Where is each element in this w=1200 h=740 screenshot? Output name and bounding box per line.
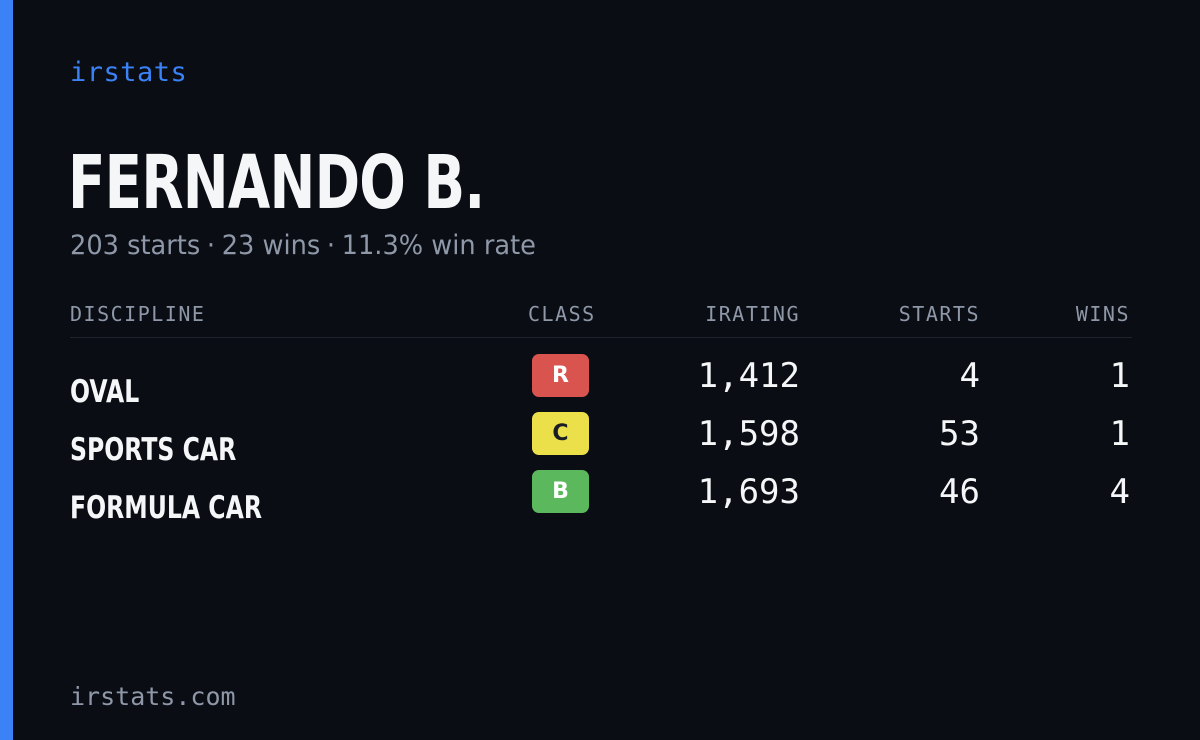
discipline-label: FORMULA CAR: [70, 490, 262, 526]
column-header-irating: IRATING: [705, 302, 800, 326]
column-header-class: CLASS: [528, 302, 596, 326]
starts-value: 46: [939, 472, 980, 512]
footer-url: irstats.com: [70, 682, 236, 711]
table-row: FORMULA CAR B 1,693 46 4: [0, 470, 1200, 528]
wins-summary: 23 wins: [221, 230, 321, 261]
class-badge: C: [532, 412, 589, 455]
player-summary: 203 starts · 23 wins · 11.3% win rate: [70, 229, 536, 263]
class-badge: B: [532, 470, 589, 513]
starts-summary: 203 starts: [70, 230, 201, 261]
separator: ·: [206, 230, 216, 261]
table-row: SPORTS CAR C 1,598 53 1: [0, 412, 1200, 470]
starts-value: 4: [959, 356, 980, 396]
irating-value: 1,693: [697, 472, 800, 512]
class-badge: R: [532, 354, 589, 397]
winrate-summary: 11.3% win rate: [341, 230, 536, 261]
irating-value: 1,598: [697, 414, 800, 454]
table-row: OVAL R 1,412 4 1: [0, 354, 1200, 412]
header-divider: [70, 337, 1132, 338]
brand-logo-text: irstats: [70, 57, 188, 88]
discipline-label: OVAL: [70, 374, 140, 410]
wins-value: 4: [1109, 472, 1130, 512]
wins-value: 1: [1109, 356, 1130, 396]
player-name: FERNANDO B.: [68, 140, 485, 226]
starts-value: 53: [939, 414, 980, 454]
separator: ·: [326, 230, 336, 261]
accent-bar: [0, 0, 13, 740]
column-header-discipline: DISCIPLINE: [70, 302, 206, 326]
discipline-label: SPORTS CAR: [70, 432, 237, 468]
column-header-starts: STARTS: [898, 302, 980, 326]
wins-value: 1: [1109, 414, 1130, 454]
column-header-wins: WINS: [1075, 302, 1130, 326]
irating-value: 1,412: [697, 356, 800, 396]
